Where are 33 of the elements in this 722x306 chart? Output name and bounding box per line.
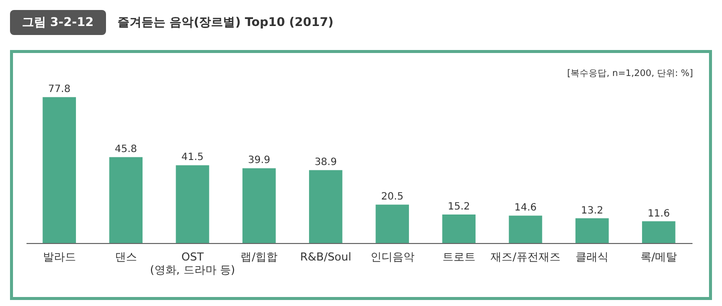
data-label: 11.6: [648, 208, 670, 220]
bar: [109, 157, 143, 243]
x-tick-label: 댄스: [114, 250, 137, 264]
x-tick-label: OST (영화, 드라마 등): [150, 250, 236, 276]
bar: [376, 204, 409, 243]
x-tick-label: 발라드: [42, 250, 76, 264]
bar: [575, 218, 609, 243]
x-tick-label: 랩/힙합: [240, 250, 278, 264]
x-tick-label: 록/메탈: [640, 250, 678, 264]
data-label: 13.2: [580, 205, 604, 216]
data-label: 41.5: [181, 152, 204, 164]
data-label: 15.2: [448, 202, 470, 212]
text: [복수응답, n=1,200, 단위: %]: [567, 68, 693, 80]
bar: [642, 221, 676, 243]
x-tick-label: 재즈/퓨전재즈: [490, 250, 560, 264]
data-label: 14.6: [514, 202, 537, 214]
bar: [242, 168, 276, 243]
data-label: 45.8: [114, 144, 138, 156]
bar: [508, 216, 542, 243]
bar: [309, 170, 342, 243]
x-tick-label: 트로트: [442, 250, 476, 264]
bar: [442, 214, 476, 243]
data-label: 38.9: [314, 157, 337, 168]
x-tick-label: 클래식: [576, 250, 609, 264]
chart-title: 그림 3-2-12: [10, 10, 106, 34]
data-label: 20.5: [381, 192, 404, 203]
x-tick-label: R&B/Soul: [300, 250, 352, 264]
data-label: 39.9: [248, 155, 270, 166]
bar: [42, 97, 76, 243]
bar: [176, 165, 210, 243]
chart-subtitle: 즐겨듣는 음악(장르별) Top10 (2017): [118, 14, 334, 30]
data-label: 77.8: [48, 84, 70, 96]
x-tick-label: 인디음악: [370, 250, 414, 264]
